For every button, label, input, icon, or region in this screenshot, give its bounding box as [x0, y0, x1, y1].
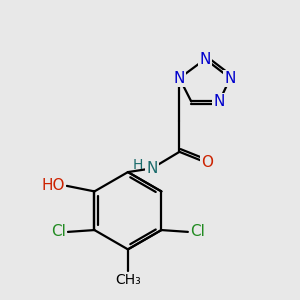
- Text: N: N: [200, 52, 211, 67]
- Text: HO: HO: [41, 178, 65, 194]
- Text: H: H: [133, 158, 143, 172]
- Text: CH₃: CH₃: [115, 273, 141, 287]
- Text: O: O: [201, 155, 213, 170]
- Text: Cl: Cl: [190, 224, 205, 239]
- Text: N: N: [146, 161, 158, 176]
- Text: N: N: [174, 71, 185, 86]
- Text: Cl: Cl: [51, 224, 66, 239]
- Text: N: N: [214, 94, 225, 109]
- Text: N: N: [224, 71, 236, 86]
